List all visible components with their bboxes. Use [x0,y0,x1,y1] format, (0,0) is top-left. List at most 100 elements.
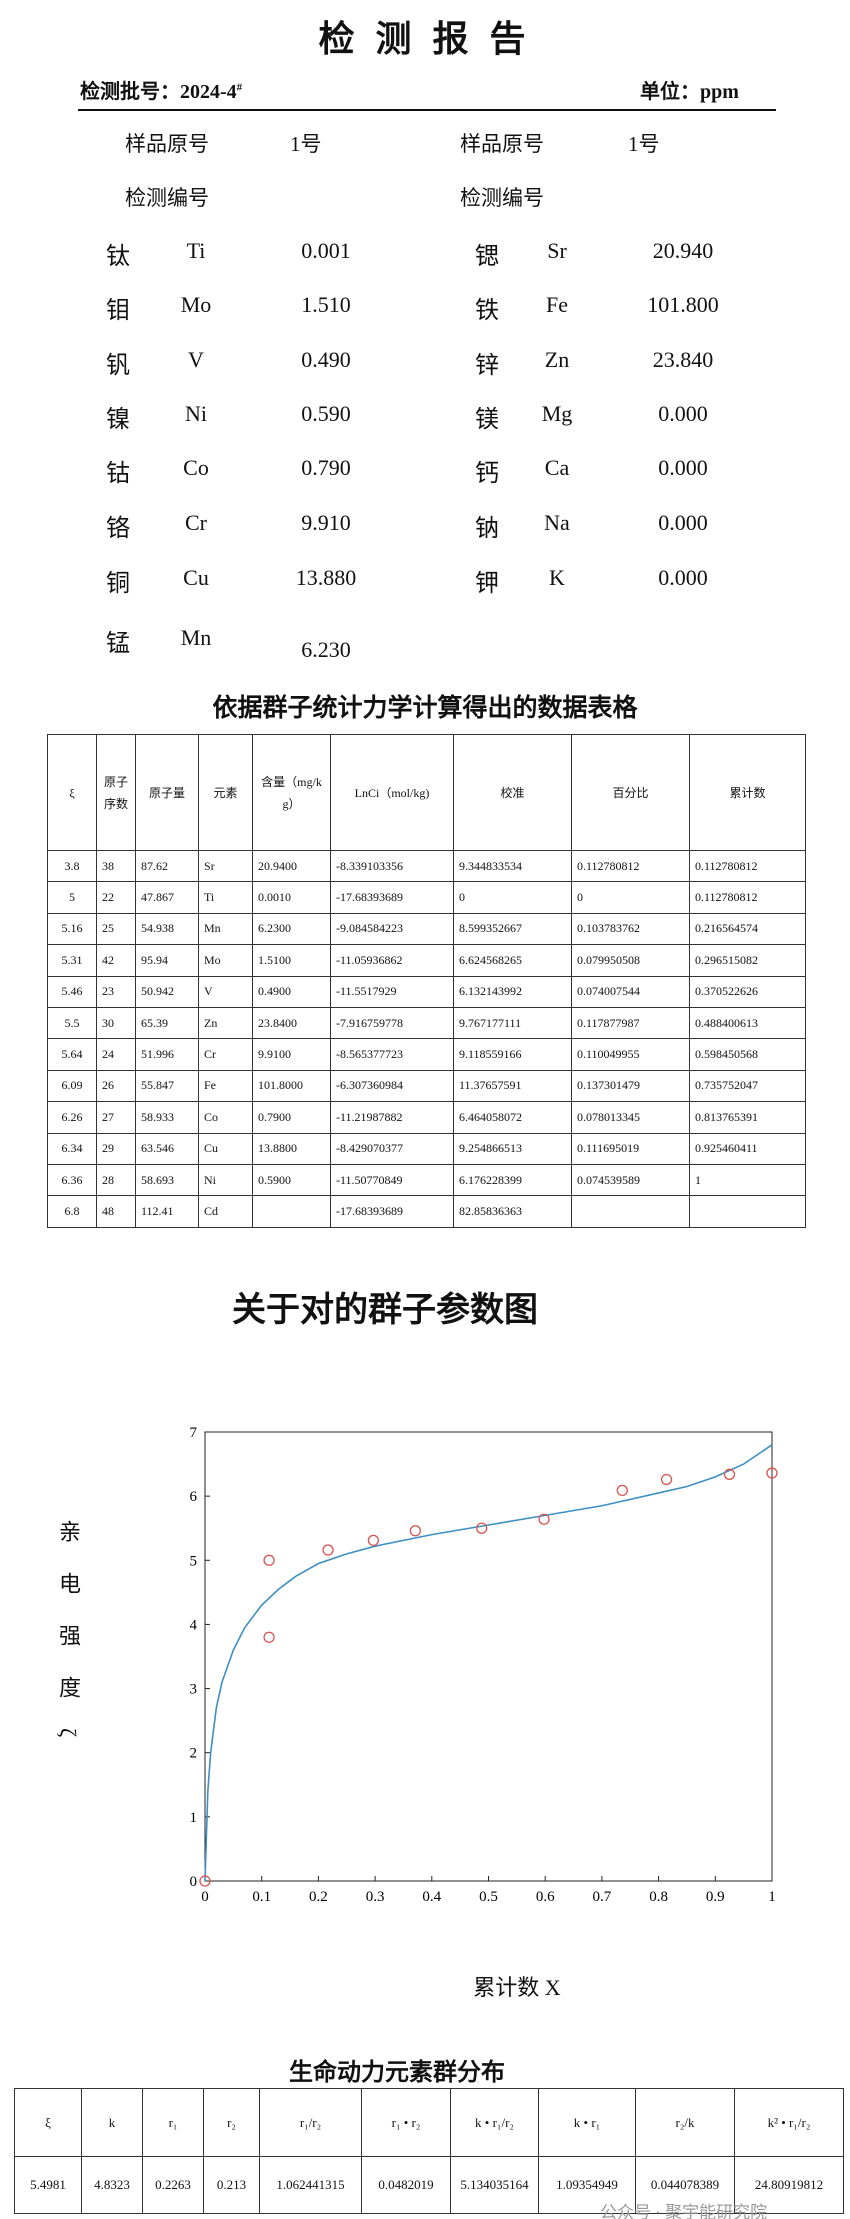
element-name: 铜 [106,571,130,597]
cell: 0.0010 [252,881,331,914]
cell: 0.598450568 [689,1038,806,1071]
cell: 6.8 [47,1195,97,1228]
cell: 4.8323 [81,2156,143,2214]
header-row: ξ k r₁ r₂ r₁/r₂ r₁ • r₂ k • r₁/r₂ k • r₁ r₂/k k² … [14,2088,844,2157]
point [263,1554,275,1566]
cell: Cr [198,1038,253,1071]
cell: 0.137301479 [571,1069,690,1103]
element-name: 钙 [475,461,499,487]
cell: Co [198,1101,253,1134]
chart-title: 关于对的群子参数图 [232,1292,538,1329]
cell: 0.0482019 [361,2156,451,2214]
cell: 0.735752047 [689,1069,806,1103]
cell: 6.132143992 [453,975,572,1008]
x-tick-label: 0.2 [309,1889,328,1905]
cell: 6.36 [47,1163,97,1197]
element-symbol: K [549,565,565,590]
data-row: 5.64 24 51.996 Cr 9.9100 -8.565377723 9.118559… [47,1038,806,1071]
element-symbol: Ni [185,401,207,426]
cell: 0.4900 [252,975,331,1008]
batch-no: 2024-4 [180,81,237,103]
cell: Cd [198,1195,253,1228]
cell: 百分比 [571,734,690,851]
cell [689,1195,806,1228]
element-symbol: Zn [544,347,570,372]
cell: -11.5517929 [330,975,454,1008]
element-symbol: Mg [541,401,573,426]
cell: 0.044078389 [635,2156,735,2214]
data-row: 5 22 47.867 Ti 0.0010 -17.68393689 0 0 0.1127808… [47,881,806,914]
element-symbol: Co [183,455,209,480]
cell: 1 [689,1163,806,1197]
cell: 0.110049955 [571,1038,690,1071]
data-row: 6.8 48 112.41 Cd -17.68393689 82.85836363 [47,1195,806,1228]
cell: 65.39 [135,1006,199,1040]
element-value: 0.000 [658,510,708,535]
cell: -9.084584223 [330,912,454,946]
cell: 5 [47,881,97,914]
element-name: 铬 [106,516,130,542]
point [616,1484,628,1497]
x-tick-label: 0.5 [479,1889,498,1905]
cell: 50.942 [135,975,199,1008]
cell: 82.85836363 [453,1195,572,1228]
cell: 5.64 [47,1038,97,1071]
cell: 25 [96,912,136,946]
cell: 0.074539589 [571,1163,690,1197]
fit-curve [204,1444,773,1882]
cell: 0 [453,881,572,914]
cell: 0 [571,881,690,914]
cell: -8.565377723 [330,1038,454,1071]
cell: -11.05936862 [330,944,454,977]
cell: 42 [96,944,136,977]
title: 检 测 报 告 [318,19,532,59]
table2: ξ k r₁ r₂ r₁/r₂ r₁ • r₂ k • r₁/r₂ k • r₁ r₂/k k² … [14,2088,844,2214]
element-symbol: Sr [547,238,567,263]
element-name: 钛 [106,244,130,270]
cell: 6.34 [47,1132,97,1165]
point [766,1467,778,1479]
cell: k • r₁ [538,2088,636,2157]
cell: 1.5100 [252,944,331,977]
cell: 63.546 [135,1132,199,1165]
cell: 101.8000 [252,1069,331,1103]
x-tick-label: 0.9 [706,1889,725,1905]
cell: 5.4981 [14,2156,82,2214]
data-row: 5.31 42 95.94 Mo 1.5100 -11.05936862 6.6245682… [47,944,806,977]
y-tick-label: 0 [190,1874,198,1890]
cell: -11.21987882 [330,1101,454,1134]
element-name: 钴 [106,461,130,487]
cell: 0.925460411 [689,1132,806,1165]
element-value: 9.910 [301,510,351,535]
data-row: 6.09 26 55.847 Fe 101.8000 -6.307360984 11.376… [47,1069,806,1103]
element-name: 钼 [106,298,130,324]
test-no-label: 检测编号 [460,186,544,210]
cell: 0.112780812 [689,881,806,914]
cell: Sr [198,849,253,883]
point [199,1875,211,1887]
element-value: 0.790 [301,455,351,480]
cell: 0.103783762 [571,912,690,946]
cell: 0.5900 [252,1163,331,1197]
cell: -17.68393689 [330,881,454,914]
cell: 20.9400 [252,849,331,883]
element-value: 20.940 [652,238,714,263]
data-row: 3.8 38 87.62 Sr 20.9400 -8.339103356 9.3448335… [47,849,806,883]
plot-frame [204,1431,773,1882]
cell: 0.2263 [142,2156,204,2214]
cell: k • r₁/r₂ [450,2088,539,2157]
point [476,1522,488,1534]
cell: 含量（mg/kg） [252,734,331,851]
y-axis-label: 亲电强度ζ [56,1520,81,1768]
cell [571,1195,690,1228]
element-value: 0.000 [658,401,708,426]
data-row: 5.46 23 50.942 V 0.4900 -11.5517929 6.13214399… [47,975,806,1008]
y-tick-label: 4 [190,1617,198,1633]
cell: 6.464058072 [453,1101,572,1134]
cell: LnCi（mol/kg) [330,734,454,851]
cell: 6.09 [47,1069,97,1103]
x-tick-label: 0.7 [593,1889,612,1905]
cell: r₁ • r₂ [361,2088,451,2157]
cell: 38 [96,849,136,883]
